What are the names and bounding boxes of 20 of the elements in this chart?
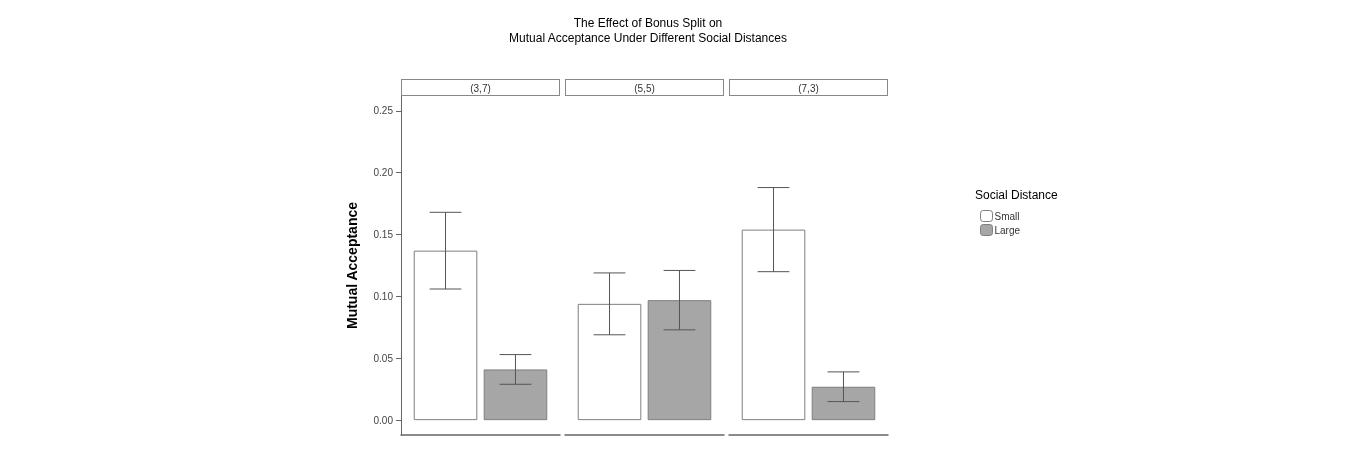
- bar: [483, 369, 548, 421]
- y-tick-label: 0.00: [373, 414, 394, 426]
- bar: [741, 229, 806, 421]
- legend-label: Large: [994, 224, 1021, 236]
- bar: [647, 300, 712, 421]
- x-tick-label: (7,3): [798, 82, 819, 94]
- y-tick-label: 0.15: [373, 229, 394, 241]
- bar: [811, 386, 876, 421]
- y-axis-title: Mutual Acceptance: [344, 201, 360, 330]
- y-tick-label: 0.25: [373, 105, 394, 117]
- bar: [413, 250, 478, 421]
- x-tick-label: (5,5): [634, 82, 655, 94]
- bar: [577, 303, 642, 421]
- y-tick-label: 0.20: [373, 167, 394, 179]
- chart-title: The Effect of Bonus Split on Mutual Acceptance Under Different Social Distances: [509, 15, 787, 45]
- y-tick-label: 0.10: [373, 290, 394, 302]
- legend-label: Small: [994, 210, 1020, 222]
- x-tick-label: (3,7): [470, 82, 491, 94]
- y-tick-label: 0.05: [373, 352, 394, 364]
- legend-title: Social Distance: [975, 188, 1059, 202]
